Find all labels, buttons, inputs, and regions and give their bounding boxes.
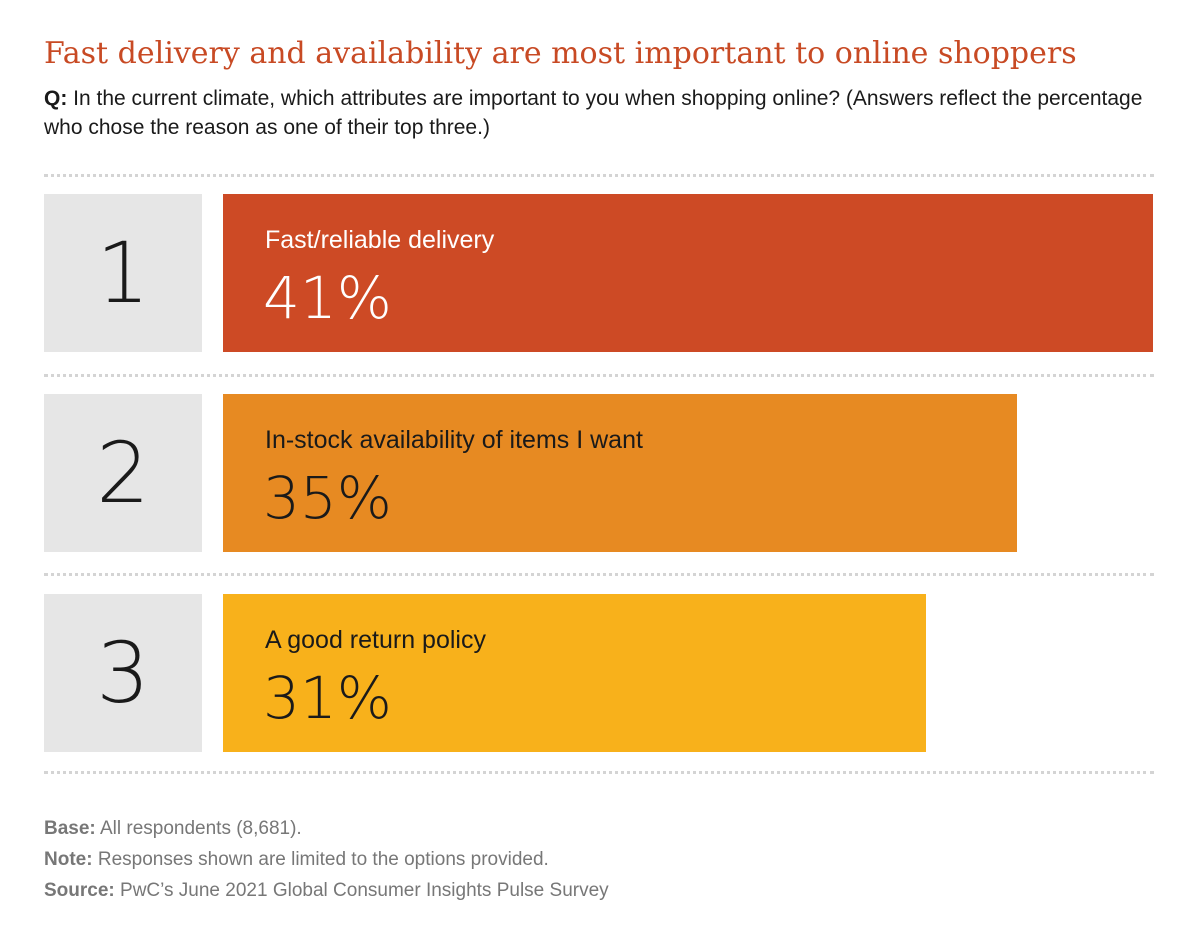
rank-box: 1 <box>44 194 202 352</box>
footnote-key: Source: <box>44 880 115 901</box>
footnote-text: PwC’s June 2021 Global Consumer Insights… <box>120 880 609 901</box>
bar-category-label: In-stock availability of items I want <box>265 426 643 454</box>
divider <box>44 374 1154 377</box>
bar-category-label: A good return policy <box>265 626 486 654</box>
bar: A good return policy 31% <box>223 594 926 752</box>
footnote-key: Base: <box>44 818 96 839</box>
rank-box: 3 <box>44 594 202 752</box>
footnote-text: All respondents (8,681). <box>99 818 302 839</box>
rank-number: 2 <box>96 424 150 522</box>
question: Q: In the current climate, which attribu… <box>44 84 1154 142</box>
bar-value-label: 41% <box>263 264 392 332</box>
divider <box>44 771 1154 774</box>
footnote-source: Source: PwC’s June 2021 Global Consumer … <box>44 875 1154 906</box>
footnote-note: Note: Responses shown are limited to the… <box>44 844 1154 875</box>
chart-title: Fast delivery and availability are most … <box>44 36 1077 71</box>
ranked-bar-chart: 1 Fast/reliable delivery 41% 2 In-stock avai… <box>44 194 1154 752</box>
rank-box: 2 <box>44 394 202 552</box>
footnote-text: Responses shown are limited to the optio… <box>97 849 549 870</box>
rank-number: 3 <box>96 624 150 722</box>
footnotes: Base: All respondents (8,681). Note: Res… <box>44 813 1154 906</box>
bar-value-label: 31% <box>263 664 392 732</box>
bar: In-stock availability of items I want 35% <box>223 394 1017 552</box>
bar-category-label: Fast/reliable delivery <box>265 226 495 254</box>
bar-value-label: 35% <box>263 464 392 532</box>
bar: Fast/reliable delivery 41% <box>223 194 1153 352</box>
question-text: In the current climate, which attributes… <box>44 87 1143 139</box>
question-prefix: Q: <box>44 87 68 110</box>
divider <box>44 573 1154 576</box>
rank-number: 1 <box>96 224 150 322</box>
footnote-base: Base: All respondents (8,681). <box>44 813 1154 844</box>
divider <box>44 174 1154 177</box>
footnote-key: Note: <box>44 849 93 870</box>
